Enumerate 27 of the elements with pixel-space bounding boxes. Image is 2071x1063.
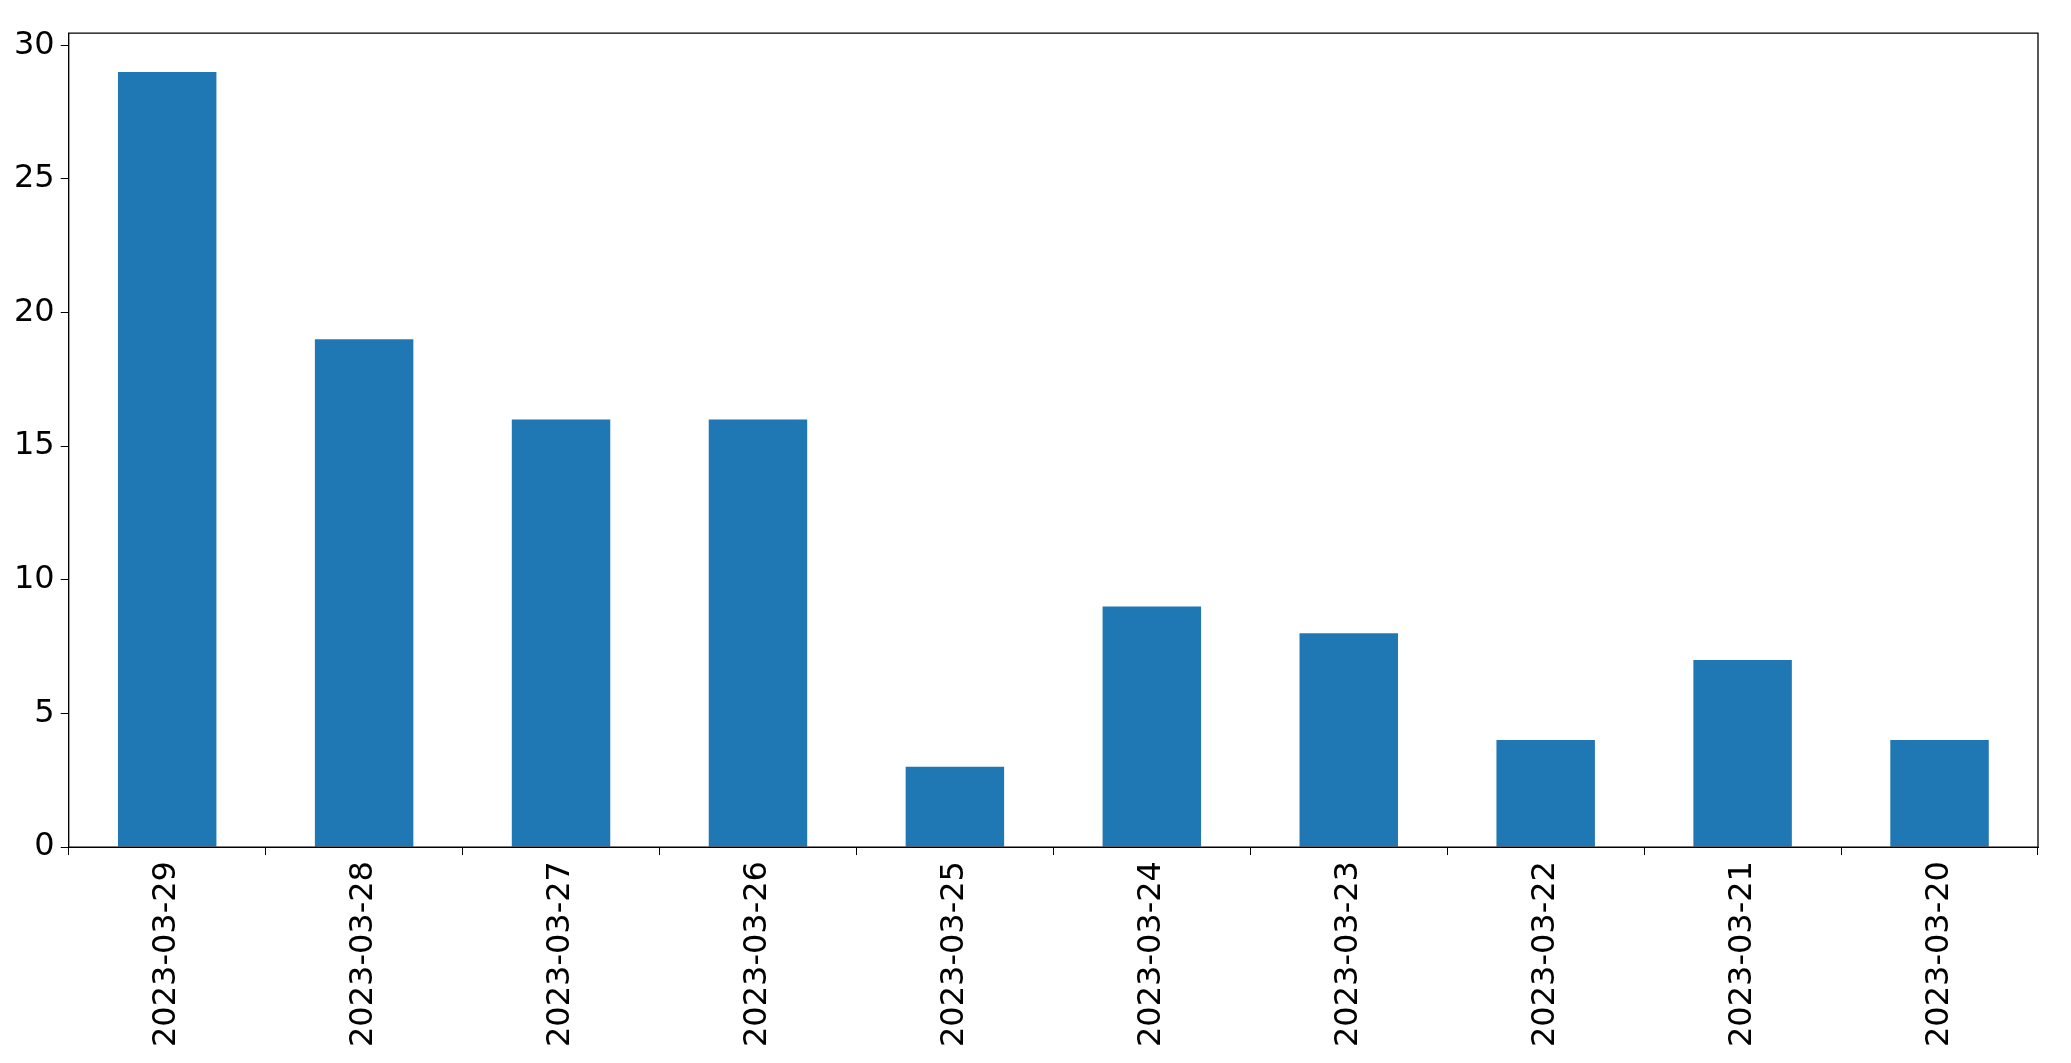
bar [1890,740,1989,847]
bar [1693,659,1792,847]
x-tick-label: 2023-03-26 [736,861,775,1047]
bar [1299,633,1398,847]
y-tick-label: 10 [14,558,55,597]
y-tick-label: 5 [34,691,55,730]
x-tick-label: 2023-03-25 [933,861,972,1047]
x-tick-label: 2023-03-24 [1130,861,1169,1047]
bar [708,419,808,847]
x-tick-label: 2023-03-20 [1917,861,1956,1047]
bar [1496,740,1595,847]
y-tick-label: 20 [14,290,55,329]
bar [117,71,217,847]
x-tick-label: 2023-03-21 [1720,861,1759,1047]
x-tick-label: 2023-03-29 [145,861,184,1047]
bar [511,419,611,847]
y-tick-label: 15 [14,424,55,463]
bar [314,339,414,847]
x-tick-label: 2023-03-28 [342,861,381,1047]
bar [905,766,1005,847]
x-tick-label: 2023-03-23 [1327,861,1366,1047]
bar [1102,606,1202,847]
y-tick-label: 0 [34,825,55,864]
y-tick-label: 25 [14,157,55,196]
y-tick-label: 30 [14,23,55,62]
x-tick-label: 2023-03-22 [1523,861,1562,1047]
x-tick-label: 2023-03-27 [539,861,578,1047]
